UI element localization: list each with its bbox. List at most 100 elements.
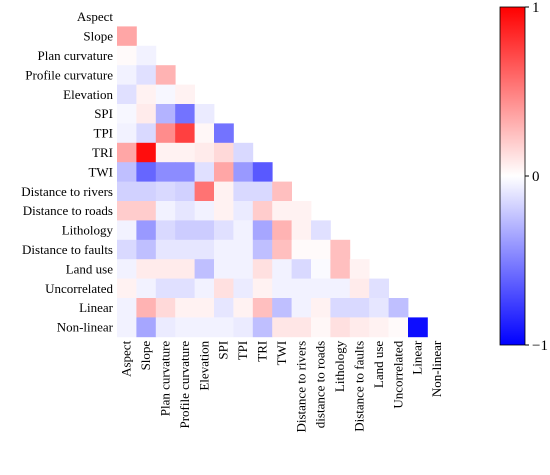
heatmap-cell: [155, 278, 176, 299]
heatmap-cell: [388, 298, 409, 318]
column-label: Slope: [138, 341, 153, 371]
heatmap-cell: [117, 259, 137, 279]
heatmap-cell: [117, 317, 137, 338]
heatmap-cell: [330, 298, 351, 318]
heatmap-cell: [117, 104, 137, 124]
column-labels: Aspect Slope Plan curvature Profile curvatu…: [119, 340, 444, 432]
heatmap-cell: [136, 317, 157, 338]
column-label: Aspect: [119, 340, 134, 376]
heatmap-cell: [194, 278, 215, 299]
row-label: Distance to rivers: [21, 184, 113, 199]
heatmap-cell: [233, 201, 254, 221]
heatmap-cell: [214, 317, 234, 338]
heatmap-cell: [272, 201, 292, 221]
heatmap-cell: [349, 259, 370, 279]
heatmap-cell: [369, 278, 389, 299]
heatmap-cell: [155, 259, 176, 279]
heatmap-cell: [136, 123, 157, 144]
heatmap-cell: [155, 104, 176, 124]
heatmap-cell: [408, 317, 428, 338]
heatmap-cell: [175, 298, 195, 318]
heatmap-cell: [117, 181, 137, 202]
heatmap-cell: [214, 239, 234, 260]
heatmap-cell: [330, 259, 351, 279]
heatmap-cell: [117, 298, 137, 318]
heatmap-cell: [272, 181, 292, 202]
heatmap-cell: [311, 278, 331, 299]
heatmap-cell: [194, 220, 215, 241]
colorbar-tick-label: 1: [532, 0, 540, 16]
heatmap-cell: [233, 239, 254, 260]
heatmap-cell: [136, 181, 157, 202]
column-label: Non-linear: [429, 340, 444, 397]
heatmap-cell: [175, 104, 195, 124]
heatmap-cell: [136, 298, 157, 318]
heatmap-cell: [233, 142, 254, 163]
heatmap-cell: [136, 239, 157, 260]
column-label: SPI: [216, 341, 231, 360]
heatmap-cell: [194, 162, 215, 182]
heatmap-cell: [233, 162, 254, 182]
heatmap-cell: [194, 239, 215, 260]
heatmap-cell: [194, 181, 215, 202]
heatmap-cell: [175, 142, 195, 163]
colorbar: 1 0 −1: [499, 0, 548, 354]
heatmap-cell: [233, 259, 254, 279]
heatmap-cell: [117, 26, 137, 47]
row-label: Non-linear: [57, 320, 114, 335]
heatmap-cell: [175, 220, 195, 241]
heatmap-cell: [252, 201, 273, 221]
heatmap-cell: [136, 162, 157, 182]
row-label: Elevation: [63, 87, 113, 102]
heatmap-cell: [175, 201, 195, 221]
heatmap-cell: [272, 259, 292, 279]
heatmap-cell: [175, 259, 195, 279]
heatmap-cell: [233, 181, 254, 202]
heatmap-cell: [214, 181, 234, 202]
heatmap-cell: [155, 142, 176, 163]
heatmap-cells: [117, 26, 428, 338]
heatmap-cell: [175, 278, 195, 299]
heatmap-cell: [291, 220, 312, 241]
heatmap-cell: [117, 201, 137, 221]
heatmap-cell: [214, 259, 234, 279]
column-label: Linear: [410, 340, 425, 375]
row-label: Distance to faults: [22, 242, 113, 257]
heatmap-cell: [252, 259, 273, 279]
row-label: Profile curvature: [25, 67, 113, 82]
row-label: TRI: [92, 145, 113, 160]
heatmap-cell: [311, 298, 331, 318]
heatmap-cell: [252, 220, 273, 241]
heatmap-cell: [194, 201, 215, 221]
row-label: Lithology: [62, 223, 114, 238]
heatmap-cell: [175, 317, 195, 338]
heatmap-cell: [252, 298, 273, 318]
heatmap-cell: [117, 278, 137, 299]
heatmap-cell: [233, 298, 254, 318]
heatmap-cell: [136, 259, 157, 279]
colorbar-gradient: [499, 6, 526, 346]
heatmap-cell: [214, 278, 234, 299]
row-label: Distance to roads: [23, 203, 113, 218]
heatmap-cell: [117, 45, 137, 66]
heatmap-cell: [175, 239, 195, 260]
column-label: Elevation: [196, 340, 211, 390]
heatmap-cell: [272, 298, 292, 318]
row-label: TPI: [94, 126, 114, 141]
heatmap-cell: [214, 220, 234, 241]
heatmap-cell: [155, 84, 176, 105]
heatmap-cell: [311, 259, 331, 279]
heatmap-cell: [272, 239, 292, 260]
heatmap-cell: [388, 317, 409, 338]
row-label: Linear: [79, 300, 114, 315]
column-label: Lithology: [332, 340, 347, 392]
heatmap-cell: [311, 220, 331, 241]
heatmap-cell: [349, 278, 370, 299]
column-label: TRI: [255, 341, 270, 362]
heatmap-cell: [155, 65, 176, 85]
heatmap-cell: [175, 123, 195, 144]
heatmap-cell: [369, 317, 389, 338]
heatmap-cell: [233, 278, 254, 299]
heatmap-cell: [136, 65, 157, 85]
